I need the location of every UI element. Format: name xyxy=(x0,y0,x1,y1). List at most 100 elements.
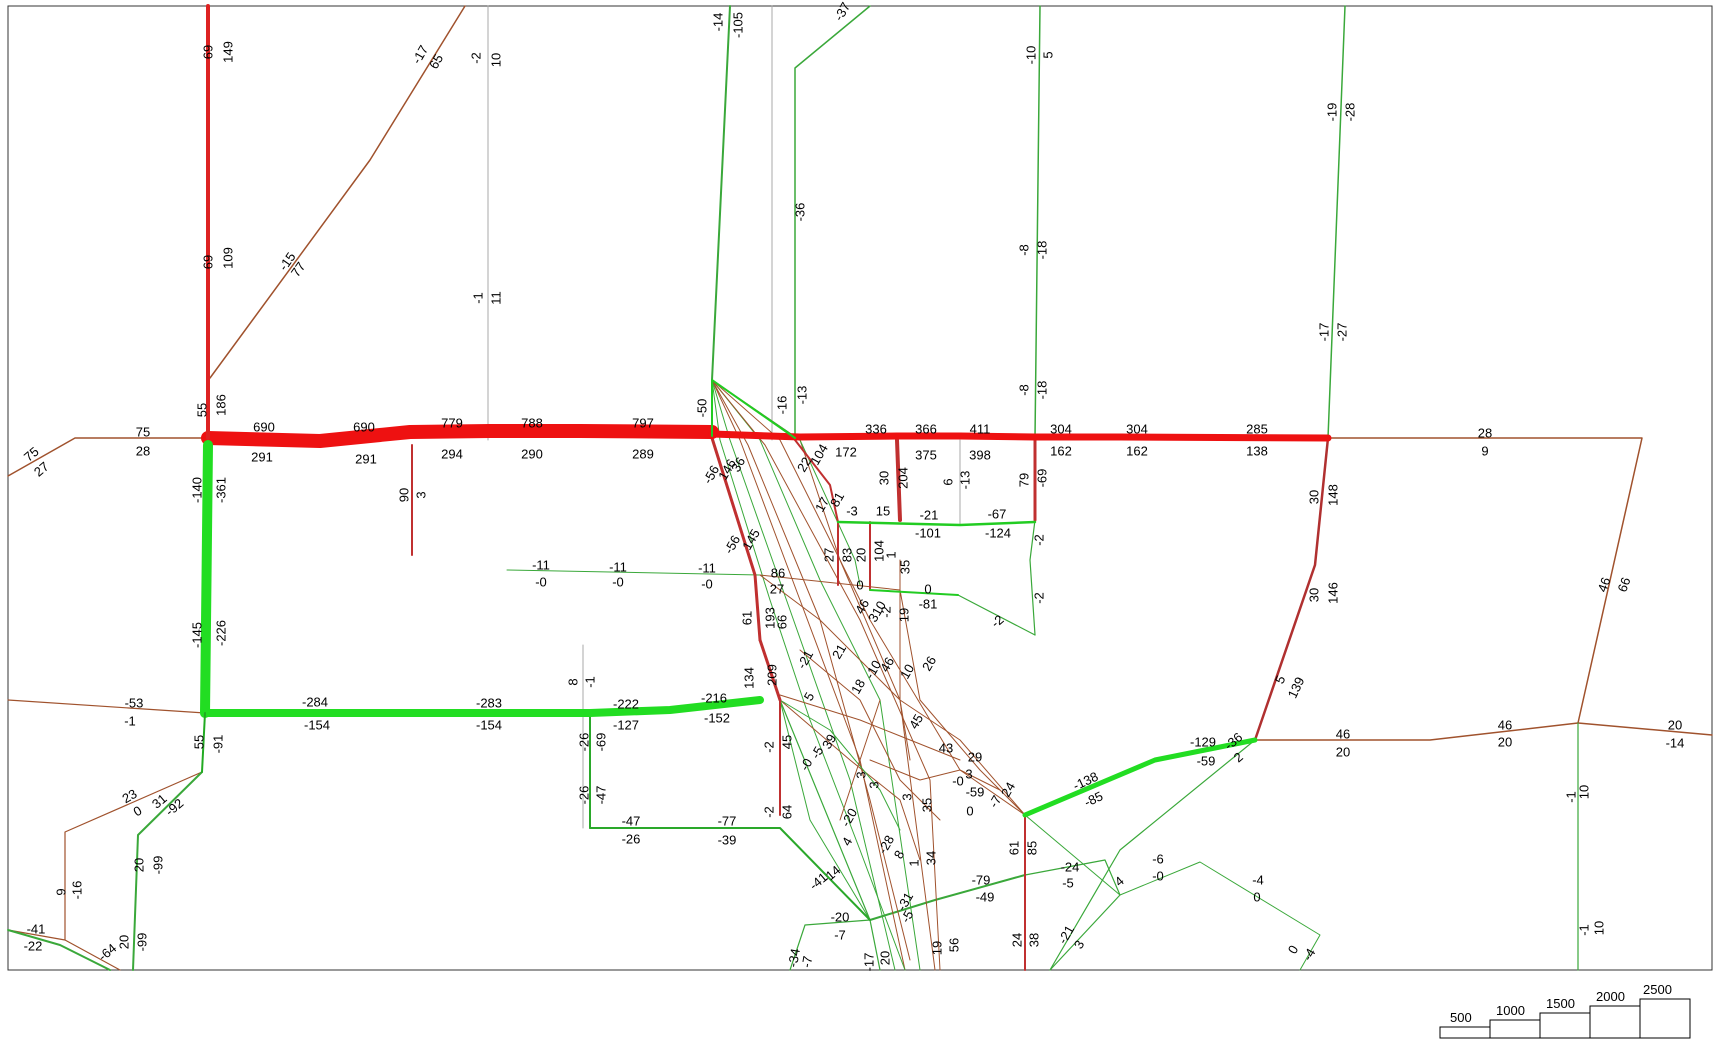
flow-label: -10 xyxy=(1023,46,1038,65)
flow-label: -99 xyxy=(150,856,165,875)
flow-label: -2 xyxy=(988,612,1006,631)
flow-label: 10 xyxy=(1591,921,1606,935)
flow-label: -20 xyxy=(831,909,850,924)
link-main-green xyxy=(711,379,796,439)
flow-label: 398 xyxy=(969,447,991,462)
flow-label: 85 xyxy=(1024,841,1039,855)
flow-label: -2 xyxy=(1031,534,1046,546)
flow-label: 294 xyxy=(441,446,463,461)
flow-label: -27 xyxy=(1334,323,1349,342)
scale-bar: 500 1000 1500 2000 2500 xyxy=(1439,982,1691,1039)
scale-label-1500: 1500 xyxy=(1546,996,1575,1011)
flow-label: 55 xyxy=(194,403,209,417)
flow-label: 35 xyxy=(897,560,912,574)
flow-label: 21 xyxy=(829,641,849,661)
flow-label: -7 xyxy=(834,927,846,942)
link-fan xyxy=(759,574,1026,816)
flow-label: 27 xyxy=(821,548,836,562)
flow-label: -2 xyxy=(761,806,776,818)
flow-label: 36 xyxy=(728,454,748,474)
flow-label: 1 xyxy=(883,551,898,558)
flow-label: 186 xyxy=(213,394,228,416)
flow-label: -77 xyxy=(718,813,737,828)
flow-label: -21 xyxy=(920,507,939,522)
link-fan xyxy=(779,699,871,921)
flow-label: -5 xyxy=(1062,875,1074,890)
flow-label: 20 xyxy=(1336,744,1350,759)
flow-label: -6 xyxy=(1152,851,1164,866)
link-main-green xyxy=(201,696,764,717)
flow-label: 24 xyxy=(998,779,1018,799)
link-main-green xyxy=(200,440,213,718)
flow-label: -47 xyxy=(593,786,608,805)
link-main-red xyxy=(708,430,1332,442)
flow-label: -361 xyxy=(213,477,228,503)
flow-label: -154 xyxy=(304,717,330,732)
link-fan xyxy=(869,759,1001,791)
flow-label: 20 xyxy=(853,548,868,562)
link-red xyxy=(895,438,902,522)
flow-label: 690 xyxy=(353,419,375,434)
link-green xyxy=(132,771,203,971)
flow-label: 30 xyxy=(1306,490,1321,504)
flow-label: -226 xyxy=(213,620,228,646)
flow-label: 26 xyxy=(919,653,939,673)
flow-label: -13 xyxy=(794,386,809,405)
flow-label: 9 xyxy=(1481,443,1488,458)
flow-label: 366 xyxy=(915,421,937,436)
flow-label: 30 xyxy=(876,471,891,485)
link-brown xyxy=(7,929,66,941)
flow-label: -41 xyxy=(27,921,46,936)
scale-label-2500: 2500 xyxy=(1643,982,1672,997)
flow-label: 10 xyxy=(897,661,917,681)
flow-label: -69 xyxy=(1034,469,1049,488)
flow-label: -152 xyxy=(704,710,730,725)
flow-label: 291 xyxy=(355,451,377,466)
flow-label: -16 xyxy=(69,881,84,900)
flow-label: -14 xyxy=(1666,735,1685,750)
flow-label: -59 xyxy=(966,784,985,799)
flow-label: -11 xyxy=(698,560,716,575)
flow-label: 411 xyxy=(970,421,991,436)
flow-label: -4 xyxy=(1252,872,1264,887)
link-green xyxy=(1049,739,1256,971)
flow-label: 69 xyxy=(200,255,215,269)
flow-label: 4 xyxy=(839,835,856,849)
flow-label: -26 xyxy=(576,733,591,752)
flow-label: 3 xyxy=(899,793,914,800)
flow-label: 3 xyxy=(853,771,868,778)
flow-label: 193 xyxy=(762,607,777,629)
link-brown-thick xyxy=(1253,436,1330,742)
flow-label: -0 xyxy=(701,576,713,591)
flow-label: 0 xyxy=(131,803,145,820)
flow-label: -3 xyxy=(846,503,858,518)
flow-label: 28 xyxy=(136,443,150,458)
flow-label: 66 xyxy=(1614,575,1633,594)
flow-label: -14 xyxy=(710,13,725,32)
flow-label: 289 xyxy=(632,446,654,461)
scale-bar-500 xyxy=(1439,1026,1491,1039)
flow-label: 79 xyxy=(1016,473,1031,487)
link-green-medium xyxy=(836,520,1037,527)
flow-label: 8 xyxy=(565,678,580,685)
link-green xyxy=(794,5,871,441)
flow-label: -1 xyxy=(1563,791,1578,803)
flow-label: 2 xyxy=(1231,749,1246,765)
flow-label: -47 xyxy=(622,813,641,828)
flow-label: -284 xyxy=(302,694,328,709)
flow-label: 28 xyxy=(1478,425,1492,440)
flow-label: -8 xyxy=(1016,384,1031,396)
flow-label: -69 xyxy=(593,733,608,752)
link-main-green xyxy=(201,712,206,773)
flow-label: 90 xyxy=(396,488,411,502)
flow-label: 23 xyxy=(119,786,139,806)
link-brown xyxy=(1254,722,1579,741)
flow-label: 204 xyxy=(895,467,910,489)
flow-label: -24 xyxy=(1061,859,1080,874)
flow-label: -26 xyxy=(622,831,641,846)
flow-label: 797 xyxy=(632,415,654,430)
flow-label: 64 xyxy=(779,805,794,819)
flow-label: 304 xyxy=(1050,421,1072,436)
scale-bar-1500 xyxy=(1539,1012,1591,1039)
